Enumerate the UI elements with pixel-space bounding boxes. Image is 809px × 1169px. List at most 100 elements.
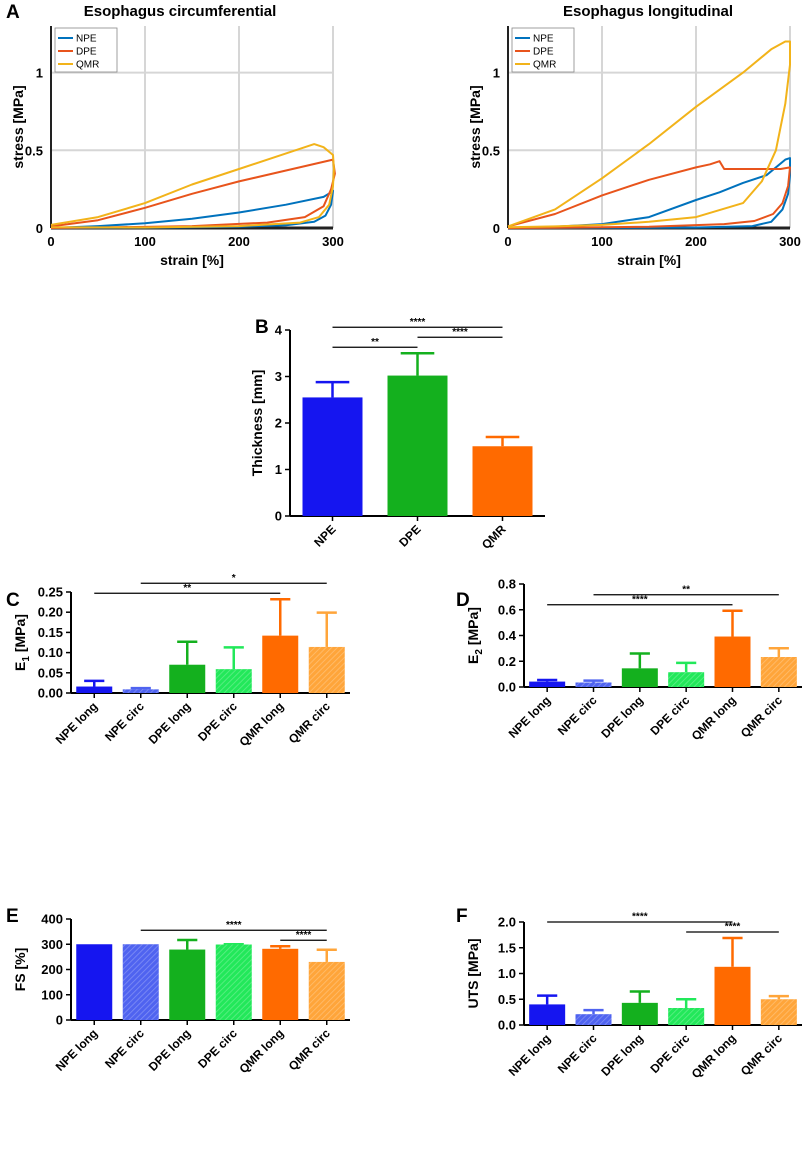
bar-qmr-long — [262, 635, 299, 693]
significance-label: **** — [632, 594, 648, 605]
bar-dpe — [387, 375, 448, 516]
significance-label: **** — [226, 920, 242, 931]
legend-label: DPE — [76, 47, 97, 58]
y-tick-label: 1.5 — [498, 940, 516, 955]
y-tick-label: 200 — [41, 962, 63, 977]
panel-label: D — [456, 590, 470, 611]
series-line-dpe — [50, 158, 336, 229]
bar-pattern-overlay — [760, 657, 797, 687]
x-tick-label: 0 — [47, 234, 54, 249]
bar-dpe-long — [169, 664, 206, 693]
y-axis-label: E1 [MPa] — [12, 614, 32, 671]
y-axis-label-unit: [MPa] — [12, 614, 28, 656]
y-axis-label-subscript: 2 — [474, 649, 485, 655]
y-tick-label: 1 — [275, 462, 282, 477]
bar-qmr-long — [714, 636, 751, 687]
panel-label: C — [6, 590, 20, 611]
bar-dpe-long — [621, 668, 658, 687]
y-axis-label: FS [%] — [12, 948, 28, 992]
bar-npe-long — [76, 944, 113, 1020]
y-tick-label: 4 — [275, 323, 283, 338]
x-tick-label: 200 — [228, 234, 250, 249]
y-tick-label: 0 — [36, 221, 43, 236]
y-tick-label: 0.5 — [482, 143, 500, 158]
bar-qmr — [472, 446, 533, 516]
y-tick-label: 0.10 — [38, 645, 63, 660]
x-tick-label: QMR long — [689, 1031, 739, 1081]
bar-pattern-overlay — [308, 961, 345, 1020]
y-tick-label: 2.0 — [498, 915, 516, 930]
y-tick-label: 0.00 — [38, 686, 63, 701]
x-tick-label: QMR circ — [738, 693, 785, 740]
y-axis-label: stress [MPa] — [467, 85, 483, 168]
bar-npe — [302, 397, 363, 516]
bar-npe-long — [76, 686, 113, 693]
y-tick-label: 0.0 — [498, 1018, 516, 1033]
y-tick-label: 0.4 — [498, 628, 517, 643]
bar-pattern-overlay — [575, 1014, 612, 1025]
x-tick-label: QMR circ — [738, 1031, 785, 1078]
significance-label: ** — [682, 584, 690, 595]
y-tick-label: 2 — [275, 416, 282, 431]
y-axis-label-main: E — [12, 662, 28, 671]
x-tick-label: 100 — [591, 234, 613, 249]
significance-label: ** — [183, 583, 191, 594]
x-tick-label: QMR long — [236, 1026, 286, 1076]
x-tick-label: QMR circ — [286, 1026, 333, 1073]
x-tick-label: DPE circ — [195, 1026, 240, 1071]
y-tick-label: 0.15 — [38, 625, 63, 640]
y-tick-label: 300 — [41, 937, 63, 952]
y-tick-label: 400 — [41, 912, 63, 927]
y-tick-label: 100 — [41, 987, 63, 1002]
x-tick-label: 100 — [134, 234, 156, 249]
y-axis-label-unit: [MPa] — [465, 607, 481, 649]
y-axis-label: UTS [MPa] — [465, 939, 481, 1009]
x-tick-label: NPE long — [506, 693, 554, 741]
panel-label: B — [255, 317, 269, 338]
x-tick-label: 200 — [685, 234, 707, 249]
significance-label: **** — [296, 930, 312, 941]
series-line-qmr — [50, 143, 335, 229]
y-axis-label-subscript: 1 — [21, 656, 32, 662]
bar-pattern-overlay — [760, 999, 797, 1025]
x-tick-label: DPE long — [598, 693, 646, 741]
y-axis-label: E2 [MPa] — [465, 607, 485, 664]
y-tick-label: 0.6 — [498, 602, 516, 617]
chart-title: Esophagus circumferential — [84, 3, 277, 20]
panel-label: A — [6, 2, 20, 23]
x-tick-label: QMR long — [689, 693, 739, 743]
legend-label: NPE — [533, 34, 554, 45]
bar-pattern-overlay — [215, 944, 252, 1020]
significance-label: **** — [725, 921, 741, 932]
y-tick-label: 3 — [275, 369, 282, 384]
y-tick-label: 0.0 — [498, 680, 516, 695]
y-tick-label: 0.8 — [498, 577, 516, 592]
x-tick-label: NPE circ — [102, 699, 147, 744]
x-tick-label: QMR circ — [286, 699, 333, 746]
bar-dpe-long — [169, 949, 206, 1020]
x-tick-label: QMR — [479, 522, 509, 552]
significance-label: * — [232, 573, 236, 584]
x-tick-label: DPE — [396, 522, 423, 549]
y-tick-label: 0 — [275, 509, 282, 524]
y-tick-label: 1.0 — [498, 966, 516, 981]
x-tick-label: QMR long — [236, 699, 286, 749]
x-tick-label: DPE circ — [647, 1031, 692, 1076]
bar-qmr-long — [714, 966, 751, 1025]
y-axis-label: Thickness [mm] — [249, 370, 265, 477]
y-tick-label: 1 — [493, 66, 500, 81]
bar-qmr-long — [262, 948, 299, 1020]
panel-label: E — [6, 906, 19, 927]
x-axis-label: strain [%] — [160, 252, 224, 268]
x-tick-label: NPE long — [53, 1026, 101, 1074]
y-tick-label: 1 — [36, 66, 43, 81]
legend-label: QMR — [76, 60, 99, 71]
x-tick-label: NPE circ — [555, 693, 600, 738]
x-tick-label: NPE circ — [555, 1031, 600, 1076]
y-tick-label: 0.2 — [498, 654, 516, 669]
bar-pattern-overlay — [122, 944, 159, 1020]
y-axis-label: stress [MPa] — [10, 85, 26, 168]
x-tick-label: 0 — [504, 234, 511, 249]
bar-pattern-overlay — [215, 669, 252, 693]
